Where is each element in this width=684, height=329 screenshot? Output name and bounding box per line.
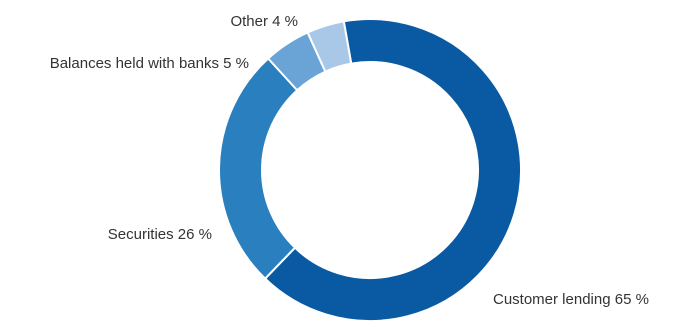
slice-securities	[218, 57, 299, 280]
slice-other	[306, 20, 353, 73]
slice-label-other: Other 4 %	[230, 13, 298, 30]
slice-customer-lending	[264, 18, 522, 322]
donut-slices	[218, 18, 522, 322]
slice-label-securities: Securities 26 %	[108, 226, 212, 243]
slice-label-customer-lending: Customer lending 65 %	[493, 291, 649, 308]
slice-labels: Customer lending 65 % Securities 26 % Ba…	[50, 13, 649, 308]
slice-label-balances-held-with-banks: Balances held with banks 5 %	[50, 55, 249, 72]
